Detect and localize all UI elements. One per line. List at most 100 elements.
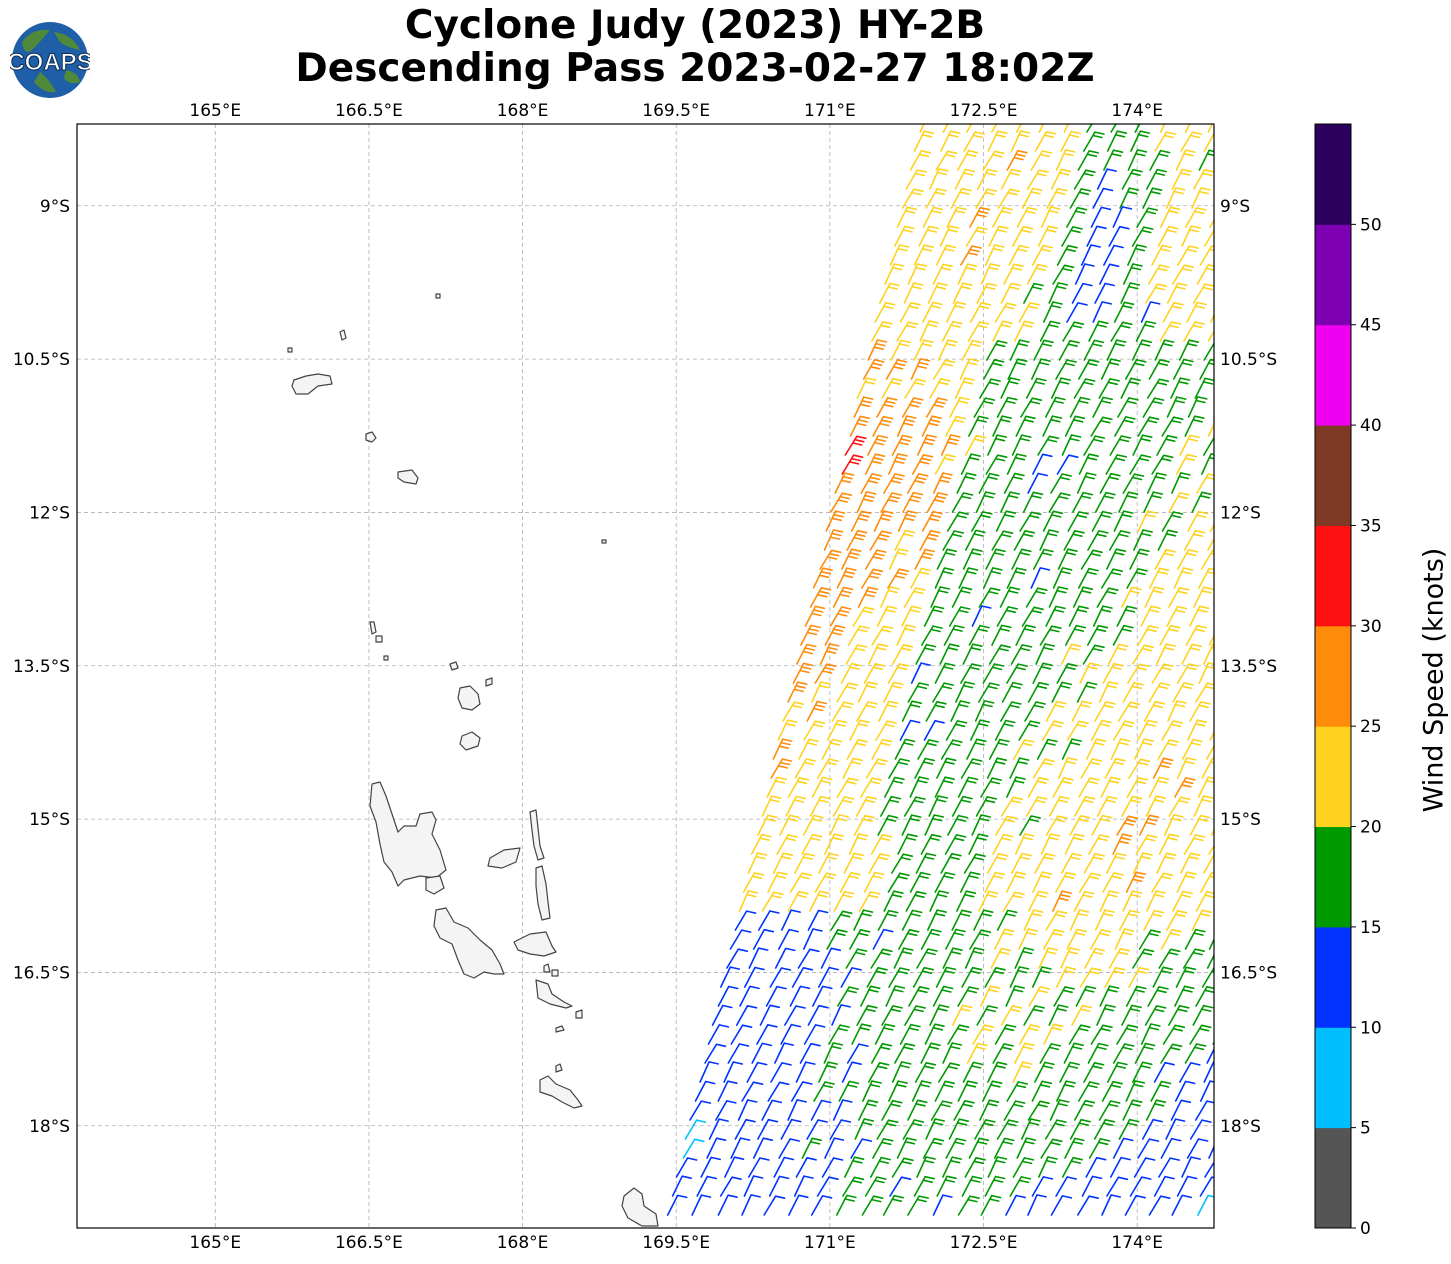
wind-barb [932, 472, 953, 494]
wind-barb [699, 1061, 719, 1083]
wind-barb [942, 1042, 963, 1064]
wind-barb [1003, 1100, 1026, 1121]
wind-barb [846, 739, 868, 760]
wind-barb [1118, 1118, 1140, 1140]
wind-barb [682, 1138, 705, 1159]
wind-barb [1035, 643, 1055, 665]
wind-barb [1201, 453, 1214, 475]
wind-barb [868, 853, 890, 874]
wind-barb [974, 1119, 996, 1140]
wind-barb [809, 587, 832, 608]
wind-barb [1213, 623, 1214, 627]
wind-barb [1069, 815, 1091, 836]
wind-barb [1127, 244, 1147, 266]
wind-barb [856, 377, 877, 399]
wind-barb [1226, 455, 1246, 474]
wind-barb [957, 1080, 978, 1102]
wind-barb [857, 681, 878, 703]
wind-barb [992, 415, 1013, 437]
wind-barb [1158, 948, 1181, 969]
wind-barb [844, 1156, 865, 1178]
wind-barb [1032, 453, 1053, 475]
wind-barb [940, 130, 961, 152]
wind-barb [1132, 948, 1155, 969]
wind-barb [929, 1004, 950, 1026]
wind-barb [1197, 1194, 1214, 1216]
wind-barb [829, 606, 852, 627]
colorbar: 0 5 10 15 20 25 30 35 40 45 50 [1314, 123, 1382, 1239]
wind-barb [1079, 872, 1102, 893]
wind-barb [951, 586, 973, 608]
wind-barb [1195, 890, 1214, 912]
wind-barb [1184, 1043, 1207, 1064]
wind-barb [1203, 436, 1214, 456]
wind-barb [975, 796, 998, 817]
wind-barb [945, 1137, 967, 1159]
wind-barb [979, 1099, 1000, 1121]
wind-barb [976, 282, 998, 304]
wind-barb [761, 891, 784, 912]
wind-barb [871, 321, 893, 342]
wind-barb [1171, 1194, 1192, 1216]
wind-barb [1058, 757, 1078, 779]
wind-barb [814, 663, 837, 684]
wind-barb [992, 1043, 1014, 1064]
gridlines [77, 124, 1214, 1228]
wind-barb [747, 852, 768, 874]
wind-barb [1043, 301, 1063, 323]
wind-barb [1179, 1062, 1201, 1083]
wind-barb [1184, 928, 1206, 950]
wind-barb [1138, 929, 1161, 950]
wind-barb [975, 188, 998, 209]
wind-barb [1021, 1118, 1041, 1140]
wind-barb [1153, 1175, 1175, 1197]
wind-barb [1079, 967, 1102, 988]
wind-barb [1179, 434, 1200, 456]
wind-barb [751, 1042, 773, 1064]
wind-barb [711, 1004, 733, 1026]
wind-barb [767, 1081, 790, 1102]
wind-barb [894, 738, 916, 760]
wind-barb [1215, 702, 1236, 721]
wind-barb [1168, 587, 1190, 608]
wind-barb [671, 1175, 692, 1197]
wind-barb [1060, 130, 1082, 152]
wind-barb [988, 738, 1010, 760]
title-line-2: Descending Pass 2023-02-27 18:02Z [295, 46, 1095, 91]
wind-barb [929, 378, 951, 399]
wind-barb [1109, 530, 1131, 551]
wind-barb [684, 1119, 707, 1140]
wind-barb [1032, 662, 1053, 684]
island-coastline [601, 539, 607, 544]
wind-barb [1083, 339, 1105, 361]
wind-barb [803, 928, 823, 950]
wind-barb [907, 1099, 928, 1121]
island-coastline [551, 969, 559, 977]
wind-barb [824, 833, 845, 855]
wind-barb [689, 1100, 712, 1121]
wind-barb [894, 1042, 916, 1064]
wind-barb [804, 605, 826, 627]
wind-barb [1079, 662, 1100, 684]
wind-barb [860, 985, 881, 1007]
wind-barb [1101, 1194, 1121, 1216]
wind-barb [1233, 531, 1253, 550]
wind-barb [1025, 796, 1048, 817]
wind-barb [920, 928, 942, 950]
wind-barb [1156, 434, 1178, 456]
wind-barb [741, 1081, 764, 1102]
wind-barb [1120, 282, 1141, 304]
wind-barbs [666, 124, 1253, 1216]
wind-barb [1148, 1195, 1171, 1216]
wind-barb [945, 928, 966, 950]
wind-barb [1222, 1081, 1240, 1101]
wind-barb [979, 378, 1001, 399]
wind-barb [1061, 852, 1083, 874]
wind-barb [1026, 169, 1049, 190]
wind-barb [1186, 301, 1208, 323]
wind-barb [742, 872, 765, 893]
wind-barb [1143, 491, 1164, 513]
wind-barb [821, 738, 843, 760]
wind-barb [1189, 814, 1211, 836]
wind-barb [1075, 985, 1097, 1007]
